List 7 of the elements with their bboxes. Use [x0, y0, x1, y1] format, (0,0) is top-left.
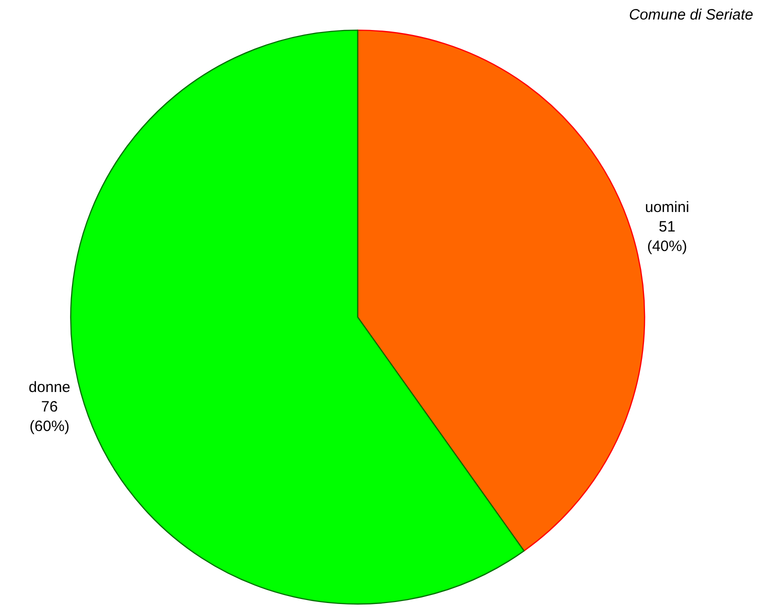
slice-label: donne: [28, 379, 70, 396]
chart-title: Comune di Seriate: [628, 6, 754, 24]
pie-slice: [357, 30, 645, 552]
slice-label: uomini: [644, 199, 690, 216]
pie-slice: [70, 30, 525, 604]
data-label: 76 (60%): [30, 398, 70, 435]
data-label: 51 (40%): [647, 218, 688, 256]
